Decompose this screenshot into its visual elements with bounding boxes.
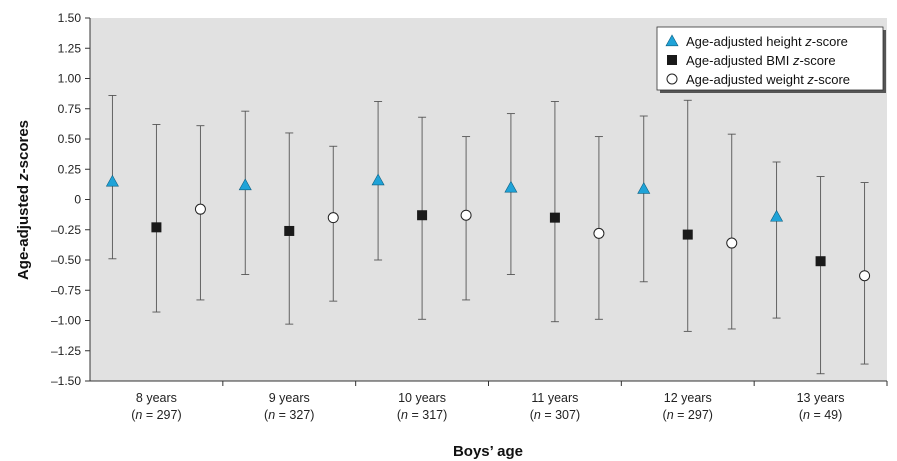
legend-label: Age-adjusted BMI z-score <box>686 53 836 68</box>
n-count: = 49) <box>810 408 842 422</box>
n-variable: n <box>534 408 541 422</box>
legend-label-rest: -score <box>814 72 850 87</box>
x-category-n: (n = 317) <box>397 408 447 422</box>
data-point-square <box>417 210 428 221</box>
n-count: = 297) <box>142 408 181 422</box>
y-tick-label: 0.50 <box>58 132 82 146</box>
data-point-square <box>682 229 693 240</box>
data-point-square <box>549 212 560 223</box>
data-point-circle <box>460 209 472 221</box>
x-category-label: 12 years <box>664 391 712 405</box>
legend-marker-circle <box>666 73 678 85</box>
y-axis-title-plain: Age-adjusted <box>15 181 32 280</box>
data-point-triangle <box>371 173 385 186</box>
x-category-label: 9 years <box>269 391 310 405</box>
x-axis-title: Boys’ age <box>453 443 523 460</box>
n-prefix: ( <box>799 408 804 422</box>
y-tick-label: 1.25 <box>58 41 82 55</box>
y-tick-label: 1.50 <box>58 11 82 25</box>
legend-label-rest: -score <box>812 34 848 49</box>
data-point-triangle <box>770 209 784 222</box>
y-axis-title-italic: z <box>15 173 32 182</box>
legend-label-italic: z <box>804 34 812 49</box>
n-variable: n <box>803 408 810 422</box>
data-point-triangle <box>238 178 252 191</box>
x-axis: 8 years(n = 297)9 years(n = 327)10 years… <box>131 381 888 422</box>
x-category-n: (n = 297) <box>131 408 181 422</box>
y-tick-label: 0.25 <box>58 162 82 176</box>
data-point-triangle <box>504 180 518 193</box>
n-variable: n <box>401 408 408 422</box>
data-point-circle <box>726 237 738 249</box>
y-tick-label: 0 <box>74 193 81 207</box>
n-count: = 317) <box>408 408 447 422</box>
legend-label-italic: z <box>792 53 800 68</box>
x-category-label: 8 years <box>136 391 177 405</box>
x-category-n: (n = 327) <box>264 408 314 422</box>
x-category-label: 13 years <box>797 391 845 405</box>
n-variable: n <box>135 408 142 422</box>
data-point-circle <box>327 212 339 224</box>
data-point-square <box>151 222 162 233</box>
y-tick-label: 0.75 <box>58 102 82 116</box>
y-tick-label: –1.00 <box>51 314 81 328</box>
data-marks <box>105 94 871 375</box>
n-prefix: ( <box>530 408 535 422</box>
y-tick-label: 1.00 <box>58 72 82 86</box>
x-category-label: 10 years <box>398 391 446 405</box>
n-count: = 327) <box>275 408 314 422</box>
legend-marker-triangle <box>665 34 679 47</box>
legend: Age-adjusted height z-scoreAge-adjusted … <box>656 26 886 93</box>
legend-label-plain: Age-adjusted BMI <box>686 53 793 68</box>
x-category-n: (n = 297) <box>663 408 713 422</box>
y-axis-title-rest: -scores <box>15 120 32 173</box>
y-tick-label: –0.75 <box>51 283 81 297</box>
n-prefix: ( <box>663 408 668 422</box>
y-tick-label: –0.25 <box>51 223 81 237</box>
x-category-n: (n = 307) <box>530 408 580 422</box>
legend-marker-square <box>667 55 677 65</box>
n-variable: n <box>667 408 674 422</box>
y-tick-label: –0.50 <box>51 253 81 267</box>
y-tick-label: –1.25 <box>51 344 81 358</box>
y-axis: 1.50 1.25 1.00 0.75 0.50 0.25 0 –0.25 –0.50 –0.75… <box>51 11 90 388</box>
data-point-square <box>815 256 826 267</box>
x-category-n: (n = 49) <box>799 408 842 422</box>
n-prefix: ( <box>264 408 269 422</box>
y-axis-title: Age-adjusted z-scores <box>15 120 32 280</box>
legend-label-italic: z <box>806 72 814 87</box>
data-point-circle <box>194 203 206 215</box>
legend-label-plain: Age-adjusted height <box>686 34 805 49</box>
y-tick-label: –1.50 <box>51 374 81 388</box>
data-point-circle <box>593 227 605 239</box>
legend-box <box>656 26 884 91</box>
n-prefix: ( <box>131 408 136 422</box>
legend-label-rest: -score <box>799 53 835 68</box>
legend-label: Age-adjusted height z-score <box>686 34 848 49</box>
legend-label-plain: Age-adjusted weight <box>686 72 807 87</box>
n-count: = 307) <box>541 408 580 422</box>
legend-label: Age-adjusted weight z-score <box>686 72 850 87</box>
n-prefix: ( <box>397 408 402 422</box>
n-count: = 297) <box>674 408 713 422</box>
data-point-circle <box>859 270 871 282</box>
data-point-triangle <box>637 181 651 194</box>
n-variable: n <box>268 408 275 422</box>
data-point-triangle <box>105 174 119 187</box>
data-point-square <box>284 225 295 236</box>
x-category-label: 11 years <box>531 391 578 405</box>
